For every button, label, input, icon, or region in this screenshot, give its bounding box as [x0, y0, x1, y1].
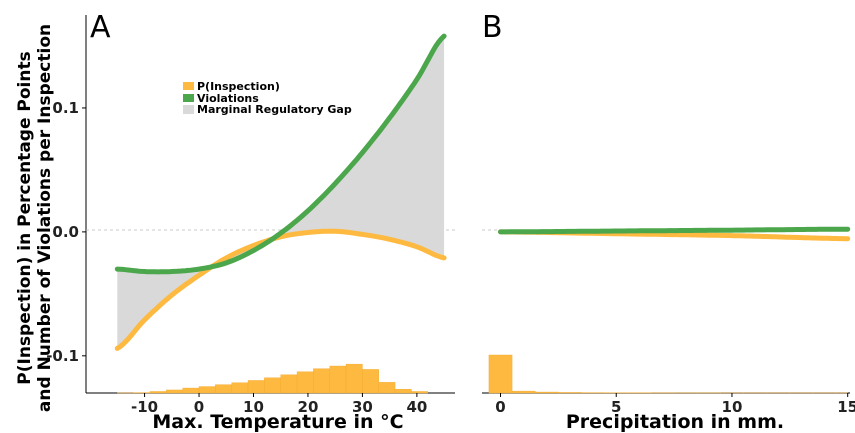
panel-b-x-ticks: 0 5 10 15	[495, 393, 855, 416]
panel-a-violations-line	[114, 33, 447, 275]
histogram-bar	[362, 369, 379, 394]
x-tick-label: 0	[194, 398, 204, 416]
x-tick-label: 10	[722, 398, 743, 416]
histogram-bar	[231, 382, 249, 394]
x-tick-label: 20	[298, 398, 319, 416]
x-tick-label: -10	[131, 398, 158, 416]
histogram-bar	[280, 374, 298, 394]
histogram-bar	[411, 391, 428, 394]
y-axis-title-line1: P(Inspection) in Percentage Points	[15, 51, 35, 384]
legend-swatch-gap	[183, 105, 194, 114]
y-tick-label: -0.1	[46, 347, 79, 365]
x-tick-label: 5	[611, 398, 621, 416]
panel-b: B 0 5 10 15 Precipitation in mm.	[482, 10, 855, 433]
panel-a-x-ticks: -10 0 10 20 30 40	[131, 393, 427, 416]
histogram-bar	[296, 371, 314, 394]
x-tick-label: 10	[243, 398, 264, 416]
panel-b-histogram	[488, 354, 848, 394]
panel-b-x-axis-title: Precipitation in mm.	[566, 411, 784, 433]
legend-label-violations: Violations	[197, 92, 259, 105]
histogram-bar	[264, 377, 281, 394]
histogram-bar	[149, 391, 167, 394]
legend-swatch-violations	[183, 94, 194, 102]
panel-a: A -0.1 0.0 0.1 -10 0 10 20 30 40 Max. Temperatu…	[46, 10, 455, 433]
panel-b-letter: B	[482, 10, 503, 45]
panel-b-violations-line	[498, 226, 851, 235]
histogram-bar	[329, 365, 347, 394]
x-tick-label: 40	[406, 398, 427, 416]
legend-label-inspection: P(Inspection)	[197, 80, 280, 93]
histogram-bar	[182, 387, 200, 394]
y-tick-label: 0.0	[52, 223, 79, 241]
histogram-bar	[394, 389, 412, 394]
panel-a-histogram	[117, 363, 428, 394]
legend-swatch-inspection	[183, 82, 194, 90]
histogram-bar	[215, 384, 232, 394]
histogram-bar	[511, 390, 536, 394]
panel-a-x-axis-title: Max. Temperature in °C	[152, 411, 403, 433]
histogram-bar	[558, 392, 582, 394]
histogram-bar	[345, 363, 363, 394]
histogram-bar	[166, 389, 183, 394]
y-tick-label: 0.1	[52, 99, 79, 117]
histogram-bar	[488, 354, 513, 394]
legend: P(Inspection) Violations Marginal Regula…	[183, 80, 352, 116]
panel-a-letter: A	[90, 10, 111, 45]
y-axis-title: P(Inspection) in Percentage Points and N…	[15, 24, 55, 412]
legend-label-gap: Marginal Regulatory Gap	[197, 103, 352, 116]
histogram-bar	[378, 382, 396, 394]
histogram-bar	[535, 391, 559, 394]
x-tick-label: 15	[837, 398, 855, 416]
x-tick-label: 0	[495, 398, 505, 416]
histogram-bar	[247, 380, 265, 394]
y-axis-title-line2: and Number of Violations per Inspection	[35, 24, 55, 412]
histogram-bar	[198, 386, 216, 394]
panel-a-inspection-line	[114, 228, 447, 351]
histogram-bar	[313, 368, 330, 394]
x-tick-label: 30	[352, 398, 373, 416]
panel-a-y-ticks: -0.1 0.0 0.1	[46, 99, 86, 365]
